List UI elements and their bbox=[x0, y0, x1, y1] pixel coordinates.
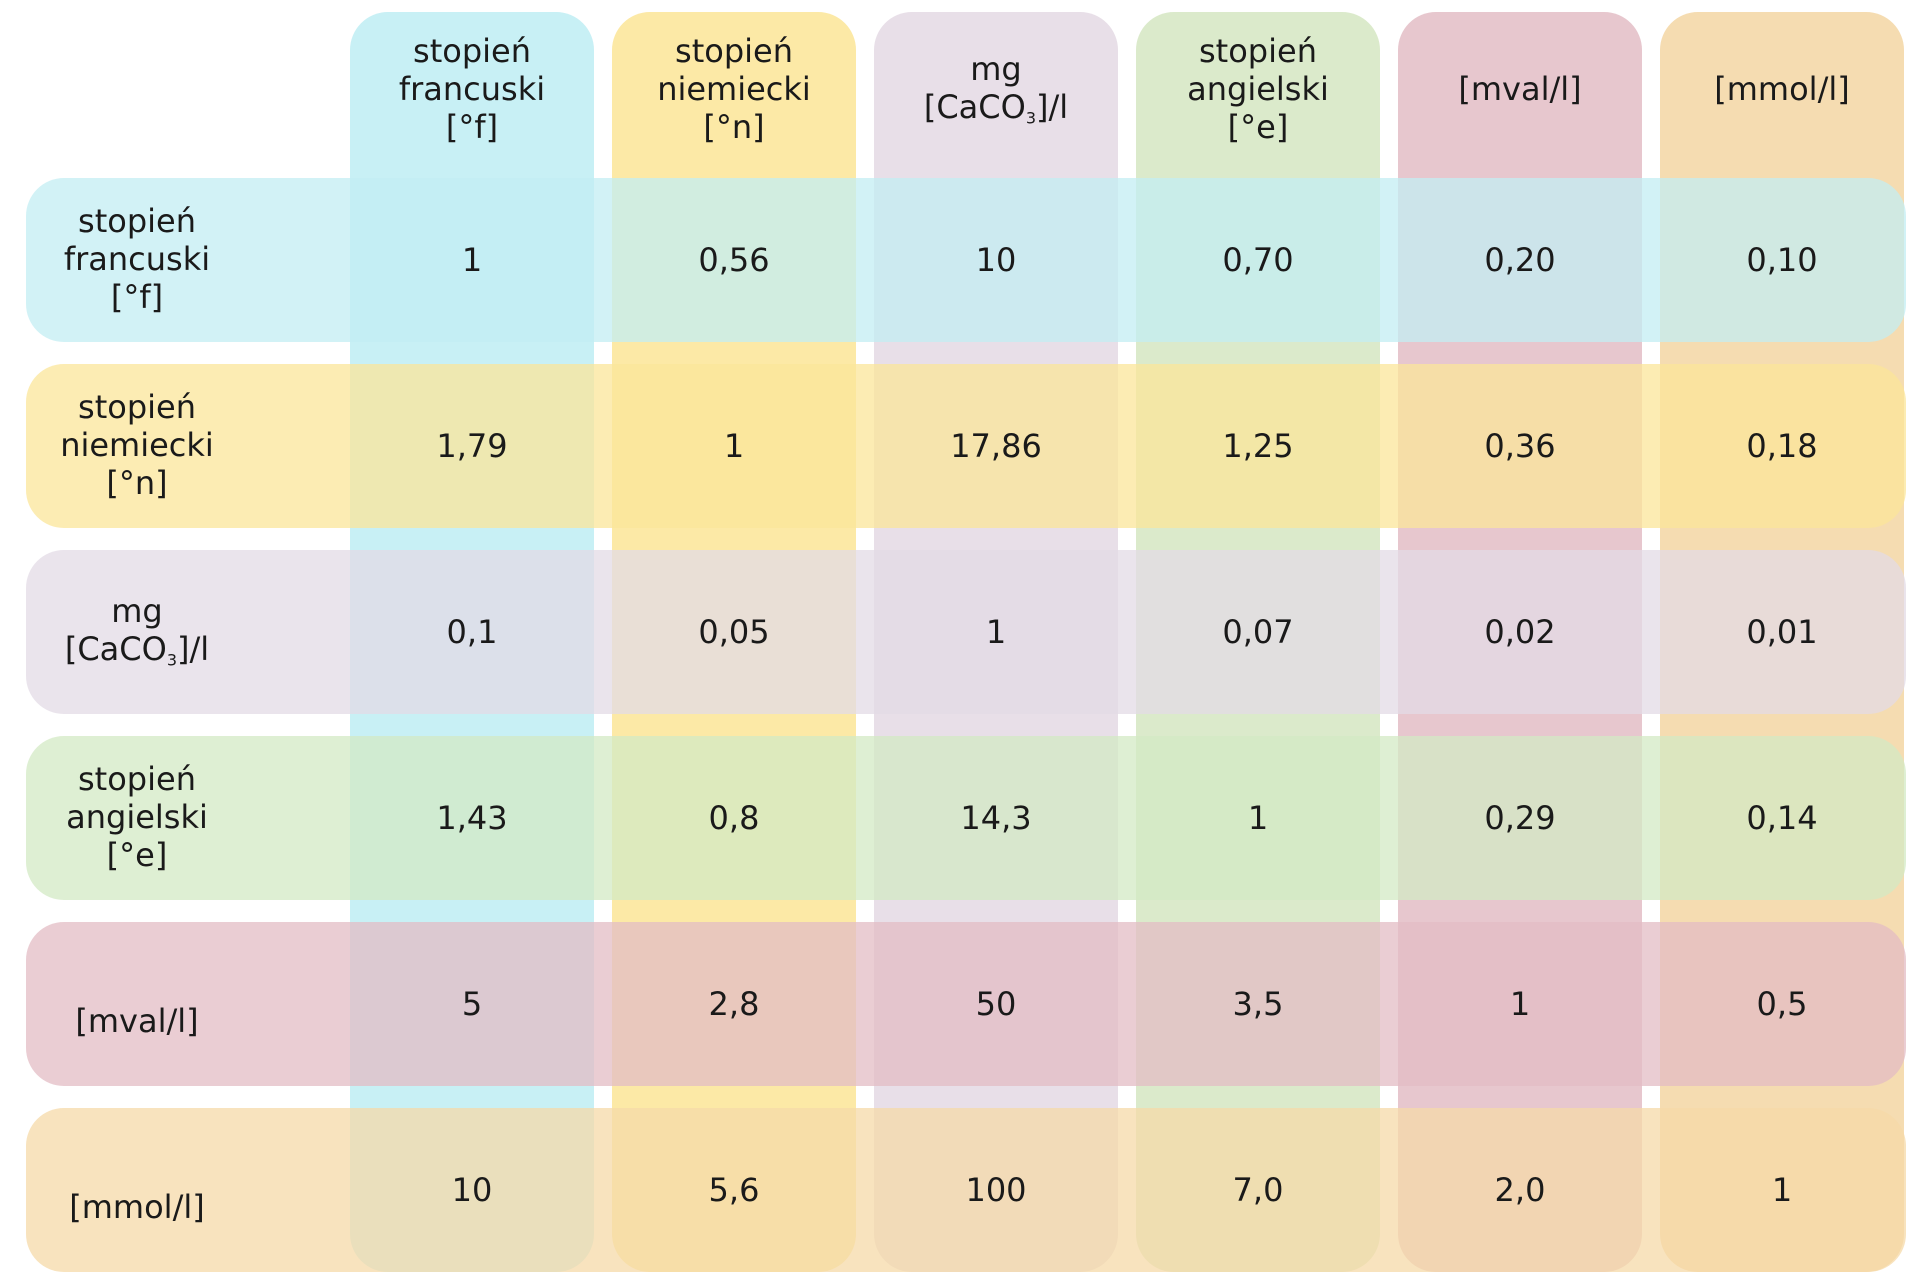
row-header-mg-caco3: mg [CaCO3]/l bbox=[26, 550, 248, 714]
column-header-line: francuski bbox=[398, 70, 546, 109]
row-header-line: [CaCO3]/l bbox=[64, 630, 210, 670]
row-header-line: [°n] bbox=[106, 463, 168, 502]
table-cell: 1 bbox=[723, 427, 745, 465]
row-header-line: stopień bbox=[78, 202, 196, 241]
table-cell: 2,0 bbox=[1494, 1171, 1546, 1209]
table-cell: 0,20 bbox=[1484, 241, 1556, 279]
table-cell: 10 bbox=[975, 241, 1017, 279]
row-header-french-degree: stopień francuski [°f] bbox=[26, 178, 248, 342]
column-header-line: niemiecki bbox=[657, 70, 811, 109]
table-cell: 2,8 bbox=[708, 985, 760, 1023]
column-header-line: [°e] bbox=[1227, 107, 1289, 146]
table-cell: 0,8 bbox=[708, 799, 760, 837]
row-header-line: [°f] bbox=[110, 277, 164, 316]
column-header-line: angielski bbox=[1187, 70, 1329, 109]
table-cell: 1,43 bbox=[436, 799, 508, 837]
row-header-english-degree: stopień angielski [°e] bbox=[26, 736, 248, 900]
table-cell: 1,79 bbox=[436, 427, 508, 465]
table-cell: 17,86 bbox=[950, 427, 1042, 465]
row-header-line: stopień bbox=[78, 388, 196, 427]
table-cell: 0,07 bbox=[1222, 613, 1294, 651]
column-header-line: stopień bbox=[413, 32, 531, 71]
table-cell: 14,3 bbox=[960, 799, 1032, 837]
row-header-line: francuski bbox=[63, 240, 211, 279]
table-cell: 0,70 bbox=[1222, 241, 1294, 279]
row-header-mmol: [mmol/l] bbox=[26, 1108, 248, 1272]
table-cell: 50 bbox=[975, 985, 1017, 1023]
row-header-mval: [mval/l] bbox=[26, 922, 248, 1086]
row-band-5 bbox=[26, 922, 1906, 1086]
row-header-german-degree: stopień niemiecki [°n] bbox=[26, 364, 248, 528]
column-header-line: [°n] bbox=[703, 107, 765, 146]
table-cell: 100 bbox=[965, 1171, 1027, 1209]
table-cell: 0,05 bbox=[698, 613, 770, 651]
column-header-line: [mmol/l] bbox=[1714, 70, 1850, 109]
table-cell: 0,14 bbox=[1746, 799, 1818, 837]
table-cell: 5,6 bbox=[708, 1171, 760, 1209]
row-header-line: mg bbox=[111, 592, 163, 631]
column-header-line: stopień bbox=[675, 32, 793, 71]
column-header-line: stopień bbox=[1199, 32, 1317, 71]
table-cell: 5 bbox=[461, 985, 483, 1023]
table-cell: 1 bbox=[985, 613, 1007, 651]
column-header-french-degree: stopień francuski [°f] bbox=[350, 20, 594, 160]
row-header-line: [mmol/l] bbox=[69, 1188, 205, 1227]
column-header-line: mg bbox=[970, 50, 1022, 89]
row-header-line: niemiecki bbox=[60, 426, 214, 465]
table-cell: 1 bbox=[1771, 1171, 1793, 1209]
table-cell: 0,10 bbox=[1746, 241, 1818, 279]
table-cell: 0,29 bbox=[1484, 799, 1556, 837]
table-cell: 0,01 bbox=[1746, 613, 1818, 651]
row-header-line: [°e] bbox=[106, 835, 168, 874]
table-cell: 3,5 bbox=[1232, 985, 1284, 1023]
row-header-line: [mval/l] bbox=[75, 1002, 199, 1041]
row-band-2 bbox=[26, 364, 1906, 528]
row-band-3 bbox=[26, 550, 1906, 714]
table-cell: 7,0 bbox=[1232, 1171, 1284, 1209]
column-header-line: [mval/l] bbox=[1458, 70, 1582, 109]
column-header-german-degree: stopień niemiecki [°n] bbox=[612, 20, 856, 160]
table-cell: 10 bbox=[451, 1171, 493, 1209]
table-cell: 1 bbox=[1247, 799, 1269, 837]
column-header-line: [CaCO3]/l bbox=[923, 88, 1069, 128]
row-band-6 bbox=[26, 1108, 1906, 1272]
table-cell: 0,02 bbox=[1484, 613, 1556, 651]
column-header-line: [°f] bbox=[445, 107, 499, 146]
table-cell: 1 bbox=[1509, 985, 1531, 1023]
row-band-4 bbox=[26, 736, 1906, 900]
column-header-mg-caco3: mg [CaCO3]/l bbox=[874, 20, 1118, 160]
table-cell: 0,18 bbox=[1746, 427, 1818, 465]
row-header-line: stopień bbox=[78, 760, 196, 799]
row-header-line: angielski bbox=[66, 798, 208, 837]
column-header-english-degree: stopień angielski [°e] bbox=[1136, 20, 1380, 160]
column-header-mval: [mval/l] bbox=[1398, 20, 1642, 160]
table-cell: 1,25 bbox=[1222, 427, 1294, 465]
table-cell: 0,5 bbox=[1756, 985, 1808, 1023]
table-cell: 0,36 bbox=[1484, 427, 1556, 465]
row-band-1 bbox=[26, 178, 1906, 342]
table-cell: 0,1 bbox=[446, 613, 498, 651]
table-cell: 0,56 bbox=[698, 241, 770, 279]
column-header-mmol: [mmol/l] bbox=[1660, 20, 1904, 160]
table-cell: 1 bbox=[461, 241, 483, 279]
